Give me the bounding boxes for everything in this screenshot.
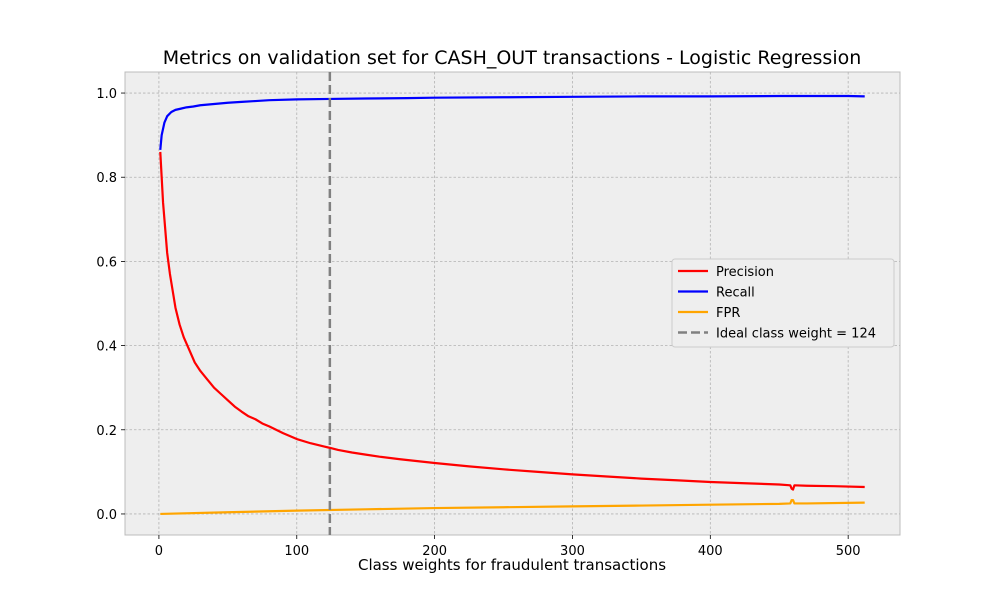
x-tick-label: 400 xyxy=(698,544,723,559)
ticks: 0 100 200 300 400 500 0.0 0.2 0.4 0.6 0.8 1.0 xyxy=(96,87,860,559)
y-tick-label: 0.2 xyxy=(96,424,117,439)
legend: Precision Recall FPR Ideal class weight = 1… xyxy=(671,258,895,348)
legend-label: Recall xyxy=(716,286,755,301)
x-axis-label: Class weights for fraudulent transaction… xyxy=(358,556,666,574)
y-tick-label: 0.6 xyxy=(96,255,117,270)
legend-label: Precision xyxy=(716,265,774,280)
y-tick-label: 0.4 xyxy=(96,340,117,355)
y-tick-label: 0.8 xyxy=(96,171,117,186)
recall-line xyxy=(159,94,865,150)
x-tick-label: 500 xyxy=(836,544,861,559)
legend-label: Ideal class weight = 124 xyxy=(716,327,876,342)
x-tick-label: 100 xyxy=(284,544,309,559)
chart-title: Metrics on validation set for CASH_OUT t… xyxy=(163,47,862,69)
fpr-line xyxy=(160,498,865,516)
legend-box xyxy=(671,258,895,348)
precision-line xyxy=(159,151,865,491)
y-tick-label: 0.0 xyxy=(96,508,117,523)
y-tick-label: 1.0 xyxy=(96,87,117,102)
x-tick-label: 300 xyxy=(560,544,585,559)
x-tick-label: 0 xyxy=(155,544,163,559)
series-group xyxy=(159,72,865,535)
legend-label: FPR xyxy=(716,306,740,321)
x-tick-label: 200 xyxy=(422,544,447,559)
